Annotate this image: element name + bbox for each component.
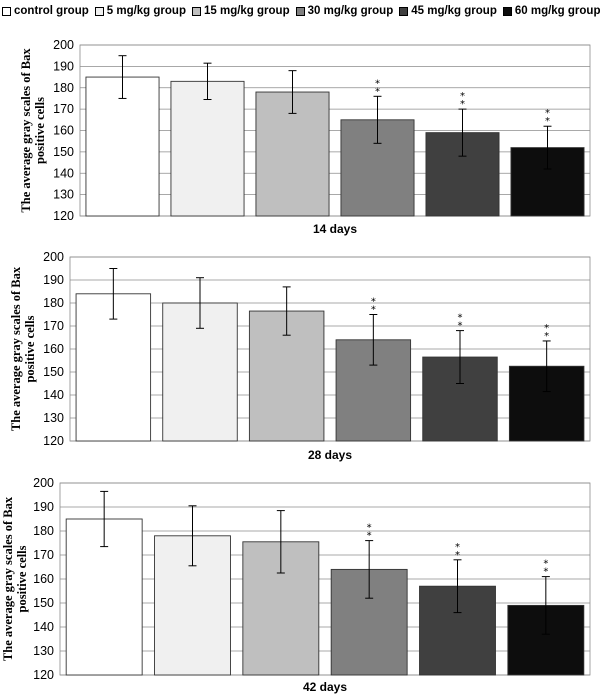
x-axis-label: 42 days — [303, 680, 347, 694]
significance-marker: * — [544, 323, 549, 334]
y-tick-label: 170 — [33, 548, 54, 562]
y-tick-label: 180 — [33, 524, 54, 538]
bar — [85, 76, 160, 217]
plot-area-border — [79, 44, 591, 217]
legend-swatch-icon — [399, 6, 409, 16]
significance-marker: * — [460, 91, 465, 102]
legend-label: 30 mg/kg group — [307, 5, 394, 17]
significance-marker: * — [371, 297, 376, 308]
y-tick-label: 140 — [33, 620, 54, 634]
legend-label: 15 mg/kg group — [203, 5, 290, 17]
legend-swatch-icon — [191, 6, 201, 16]
y-tick-label: 200 — [53, 38, 74, 52]
significance-marker: * — [375, 78, 380, 89]
legend-swatch-icon — [295, 6, 305, 16]
significance-marker: * — [371, 305, 376, 316]
y-tick-label: 200 — [43, 250, 64, 264]
y-tick-label: 150 — [53, 145, 74, 159]
y-tick-label: 140 — [53, 166, 74, 180]
y-axis-label: positive cells — [23, 315, 37, 382]
y-axis-label: The average gray scales of Bax — [9, 266, 23, 431]
y-tick-label: 190 — [53, 59, 74, 73]
significance-marker: * — [367, 531, 372, 542]
significance-marker: * — [367, 523, 372, 534]
x-axis-label: 14 days — [313, 222, 357, 236]
y-tick-label: 160 — [33, 572, 54, 586]
significance-marker: * — [458, 313, 463, 324]
bar — [170, 80, 245, 217]
significance-marker: * — [544, 331, 549, 342]
y-tick-label: 150 — [33, 596, 54, 610]
y-tick-label: 120 — [33, 668, 54, 682]
legend-label: 5 mg/kg group — [106, 5, 186, 17]
y-tick-label: 130 — [53, 188, 74, 202]
legend-swatch-icon — [502, 6, 512, 16]
legend-item-5mg: 5 mg/kg group — [94, 5, 186, 17]
significance-marker: * — [458, 321, 463, 332]
legend-label: 45 mg/kg group — [411, 5, 497, 17]
plot-area-border — [69, 256, 591, 442]
y-tick-label: 140 — [43, 388, 64, 402]
y-tick-label: 180 — [53, 81, 74, 95]
legend-label: 60 mg/kg group — [514, 5, 600, 17]
significance-marker: * — [460, 99, 465, 110]
significance-marker: * — [545, 108, 550, 119]
y-tick-label: 170 — [53, 102, 74, 116]
y-tick-label: 170 — [43, 319, 64, 333]
significance-marker: * — [375, 86, 380, 97]
y-axis-label: The average gray scales of Bax — [1, 496, 15, 661]
significance-marker: * — [543, 567, 548, 578]
significance-marker: * — [455, 542, 460, 553]
y-axis-label: positive cells — [15, 545, 29, 612]
significance-marker: * — [545, 116, 550, 127]
legend-item-60mg: 60 mg/kg group — [502, 5, 600, 17]
legend-swatch-icon — [2, 6, 11, 16]
plot-area-border — [59, 482, 591, 676]
y-tick-label: 130 — [33, 644, 54, 658]
y-tick-label: 150 — [43, 365, 64, 379]
y-axis-label: The average gray scales of Bax — [19, 48, 33, 213]
y-tick-label: 200 — [33, 476, 54, 490]
y-tick-label: 190 — [43, 273, 64, 287]
legend-item-15mg: 15 mg/kg group — [191, 5, 290, 17]
y-tick-label: 180 — [43, 296, 64, 310]
y-tick-label: 190 — [33, 500, 54, 514]
y-tick-label: 120 — [53, 209, 74, 223]
y-tick-label: 130 — [43, 411, 64, 425]
y-tick-label: 120 — [43, 434, 64, 448]
significance-marker: * — [543, 559, 548, 570]
x-axis-label: 28 days — [308, 448, 352, 462]
legend: control group 5 mg/kg group 15 mg/kg gro… — [2, 1, 600, 21]
y-axis-label: positive cells — [33, 97, 47, 164]
significance-marker: * — [455, 550, 460, 561]
legend-label: control group — [14, 5, 89, 17]
legend-item-45mg: 45 mg/kg group — [399, 5, 497, 17]
legend-item-30mg: 30 mg/kg group — [295, 5, 394, 17]
y-tick-label: 160 — [53, 124, 74, 138]
y-tick-label: 160 — [43, 342, 64, 356]
legend-item-control: control group — [2, 5, 89, 17]
legend-swatch-icon — [94, 6, 104, 16]
